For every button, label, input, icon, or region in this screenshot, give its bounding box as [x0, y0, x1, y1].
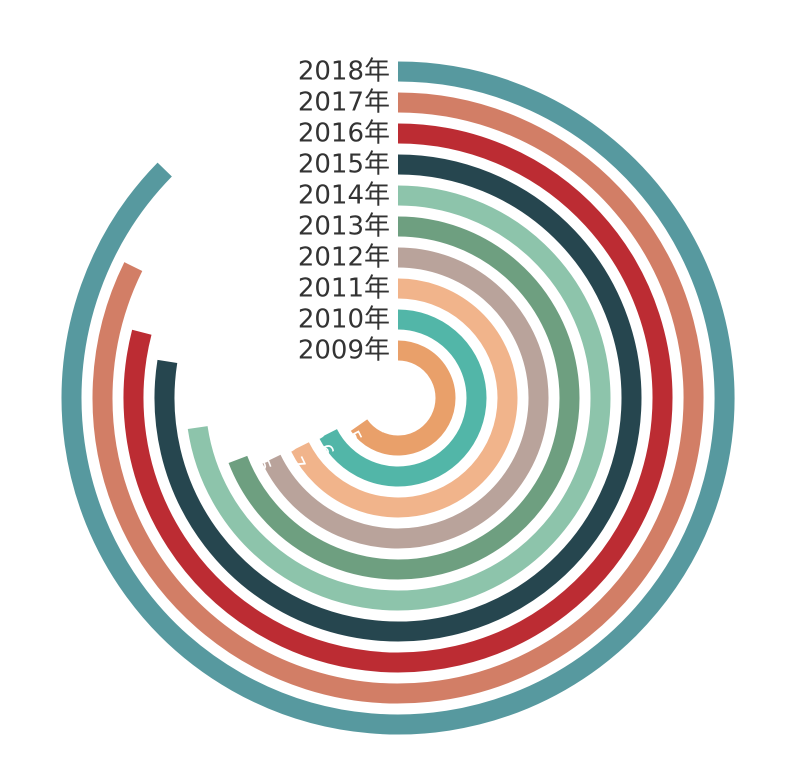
value-label: 46.5 [174, 342, 202, 387]
category-label: 2013年 [298, 212, 390, 242]
bar-2013年 [228, 216, 580, 580]
bar-2011年 [290, 278, 518, 518]
bar-2018年 [61, 61, 735, 735]
category-labels: 2009年2010年2011年2012年2013年2014年2015年2016年… [298, 57, 390, 366]
bar-2014年 [187, 185, 611, 611]
category-label: 2009年 [298, 336, 390, 366]
bars-layer [61, 61, 735, 735]
category-label: 2018年 [298, 57, 390, 87]
category-label: 2012年 [298, 243, 390, 273]
category-label: 2017年 [298, 88, 390, 118]
category-label: 2015年 [298, 150, 390, 180]
bar-2012年 [262, 247, 549, 549]
category-label: 2011年 [298, 274, 390, 304]
category-label: 2010年 [298, 305, 390, 335]
bar-2016年 [123, 123, 673, 673]
bar-2017年 [92, 92, 704, 704]
bar-2009年 [350, 340, 456, 456]
category-label: 2014年 [298, 181, 390, 211]
bar-2010年 [319, 309, 487, 487]
bar-2015年 [154, 154, 642, 642]
value-label: 47.4 [146, 314, 178, 360]
category-label: 2016年 [298, 119, 390, 149]
